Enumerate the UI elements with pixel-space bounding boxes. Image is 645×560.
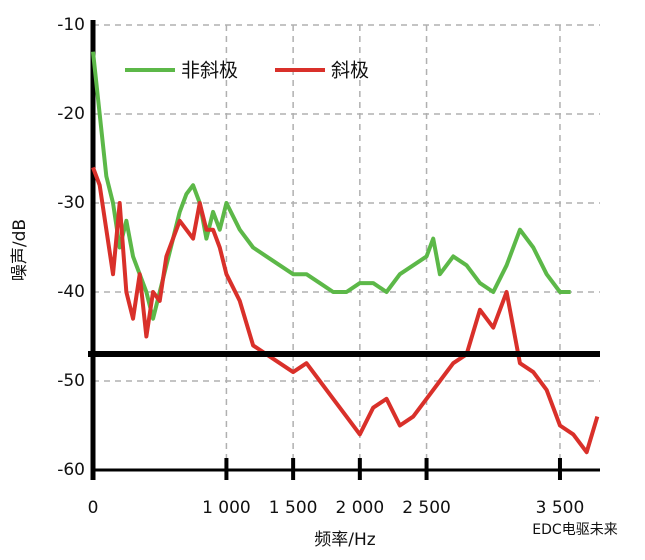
- series-line: [91, 51, 571, 321]
- watermark: EDC电驱未来: [532, 522, 617, 538]
- y-tick-label: -40: [57, 282, 85, 302]
- x-axis-label: 频率/Hz: [314, 530, 376, 550]
- x-tick-label: 0: [88, 498, 99, 518]
- x-tick-label: 1 500: [269, 498, 318, 518]
- y-tick-label: -10: [57, 15, 85, 35]
- y-tick-label: -50: [57, 371, 85, 391]
- x-tick-label: 2 000: [336, 498, 385, 518]
- y-tick-label: -20: [57, 104, 85, 124]
- y-tick-label: -60: [57, 460, 85, 480]
- legend-label: 非斜极: [181, 60, 238, 82]
- x-tick-label: 2 500: [402, 498, 451, 518]
- y-axis-label: 噪声/dB: [10, 219, 30, 281]
- series-line: [91, 166, 600, 455]
- x-tick-label: 3 500: [536, 498, 585, 518]
- x-tick-label: 1 000: [202, 498, 251, 518]
- legend-label: 斜极: [331, 60, 369, 82]
- y-tick-label: -30: [57, 193, 85, 213]
